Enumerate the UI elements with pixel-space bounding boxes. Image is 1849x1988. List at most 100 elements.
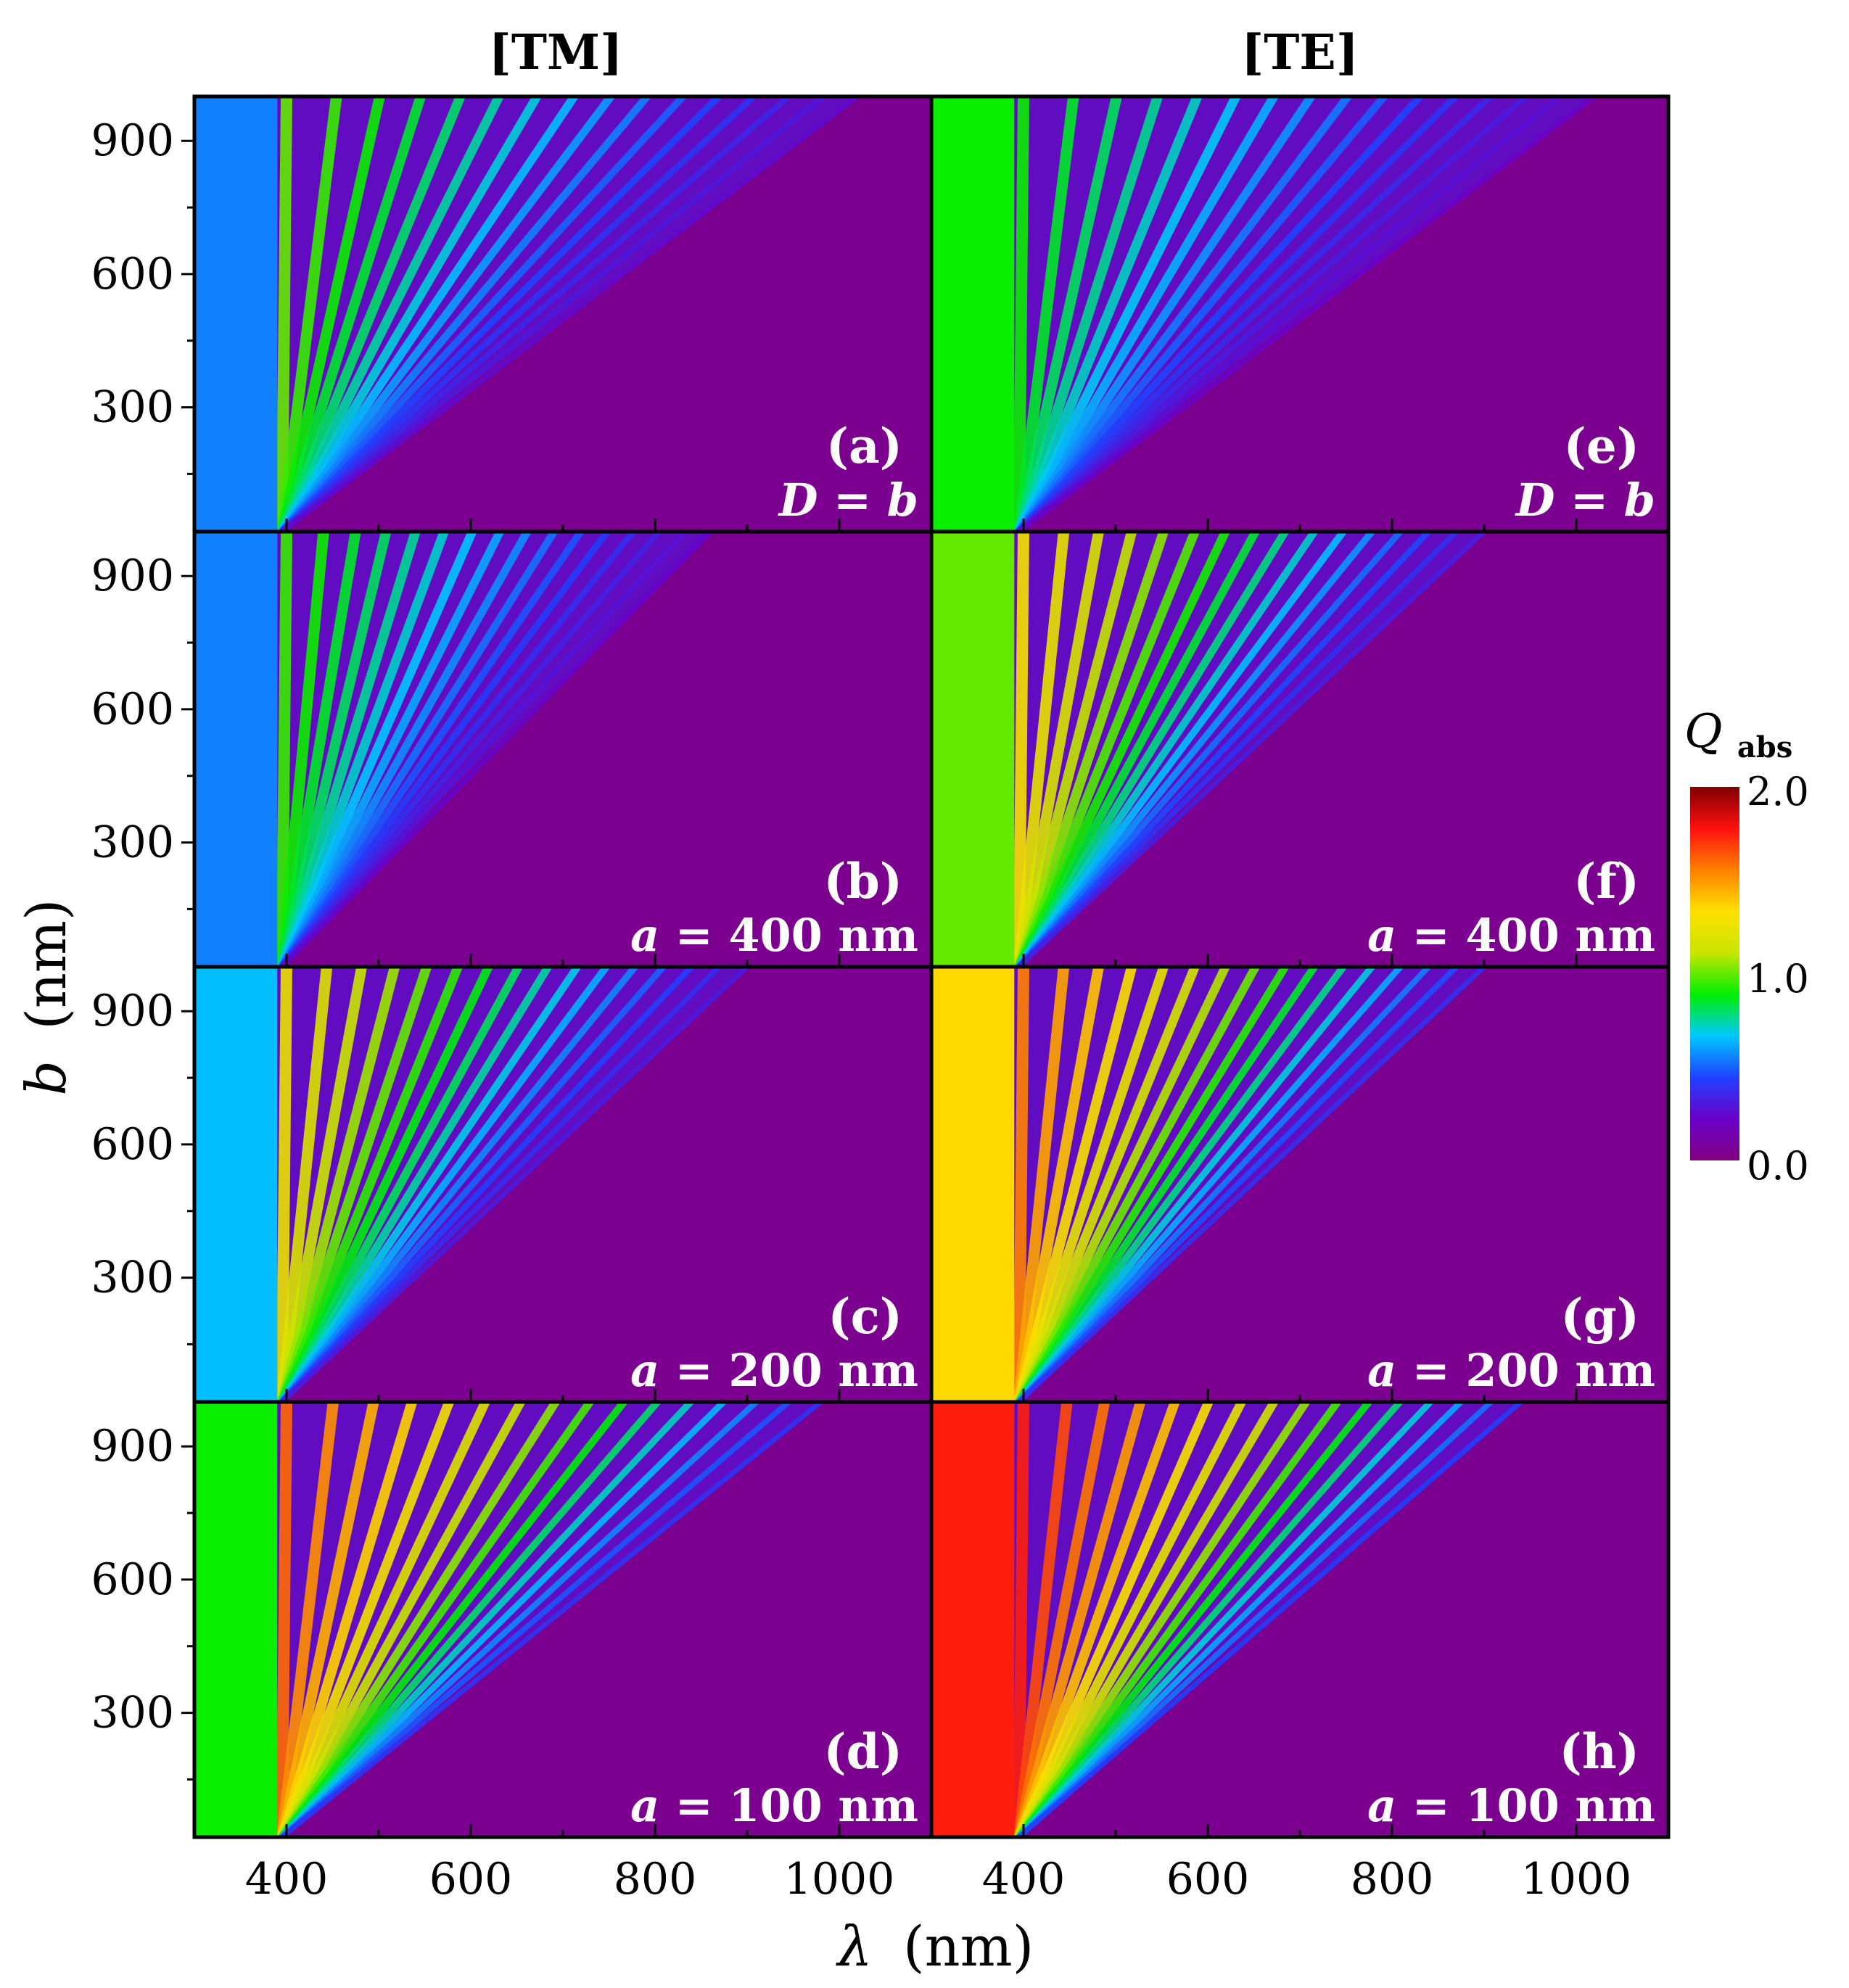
mode-line <box>1013 96 1029 532</box>
mode-line <box>1013 967 1104 1402</box>
heatmap-area <box>194 532 931 967</box>
mode-line <box>1016 96 1529 532</box>
mode-line <box>1013 532 1029 967</box>
x-tick-label: 1000 <box>784 1854 895 1905</box>
mode-line <box>276 967 432 1402</box>
mode-line <box>1016 96 1563 532</box>
mode-line <box>1014 532 1260 967</box>
heatmap-area <box>194 1402 931 1837</box>
mode-line <box>276 1402 418 1837</box>
y-axis-symbol: b <box>14 1060 78 1096</box>
panel-letter: (d) <box>823 1723 902 1780</box>
x-axis-symbol: λ <box>836 1914 873 1979</box>
mode-line <box>1016 1402 1494 1837</box>
mode-line <box>1015 96 1388 532</box>
mode-line <box>1013 967 1137 1402</box>
mode-line <box>278 967 610 1402</box>
mode-line <box>1014 1402 1279 1837</box>
mode-line <box>1013 1402 1146 1837</box>
mode-line <box>1014 96 1241 532</box>
mode-line <box>1013 532 1169 967</box>
mode-line <box>276 96 466 532</box>
mode-line <box>276 1402 379 1837</box>
mode-line <box>1015 96 1459 532</box>
mode-line <box>1013 96 1203 532</box>
mode-line <box>278 96 615 532</box>
mode-line <box>279 1402 727 1837</box>
heatmap-area <box>931 1402 1668 1837</box>
y-tick-label: 600 <box>91 1554 174 1605</box>
mode-line <box>278 1402 694 1837</box>
condition-equals: = <box>659 1779 728 1832</box>
x-tick-label: 1000 <box>1521 1854 1632 1905</box>
mode-line <box>276 967 333 1402</box>
panel-letter: (c) <box>828 1288 902 1345</box>
mode-line <box>1015 532 1290 967</box>
x-tick-label: 800 <box>1351 1854 1434 1905</box>
mode-line <box>277 1402 560 1837</box>
mode-line <box>1016 1402 1434 1837</box>
condition-value: 200 nm <box>728 1344 918 1397</box>
y-tick-label: 300 <box>91 1688 174 1739</box>
mode-line <box>1015 96 1424 532</box>
panel-condition: a = 100 nm <box>630 1779 918 1832</box>
mode-line <box>278 1402 594 1837</box>
mode-line <box>277 967 493 1402</box>
heatmap-area <box>194 96 931 532</box>
mode-line <box>1016 967 1487 1402</box>
heatmap-area <box>931 967 1668 1402</box>
y-tick-label: 900 <box>91 550 174 601</box>
y-tick-label: 600 <box>91 684 174 735</box>
mode-line <box>276 96 385 532</box>
y-axis-unit: (nm) <box>14 899 78 1029</box>
condition-equals: = <box>1396 909 1465 962</box>
y-axis-label: b (nm) <box>14 899 78 1095</box>
condition-equals: = <box>818 474 887 527</box>
mode-line <box>1016 967 1459 1402</box>
colorbar-tick-max: 2.0 <box>1747 769 1809 814</box>
mode-line <box>1015 967 1347 1402</box>
y-tick-label: 600 <box>91 1119 174 1170</box>
mode-line <box>1014 96 1279 532</box>
condition-variable: a <box>630 1779 659 1832</box>
mode-line <box>277 96 504 532</box>
col-title-te: [TE] <box>1241 24 1359 81</box>
mode-line <box>276 967 367 1402</box>
y-tick-label: 600 <box>91 249 174 300</box>
mode-line <box>1014 96 1316 532</box>
panel-condition: a = 200 nm <box>1367 1344 1655 1397</box>
mode-line <box>1015 1402 1373 1837</box>
uv-band <box>194 967 278 1402</box>
mode-line <box>279 96 792 532</box>
condition-equals: = <box>1396 1344 1465 1397</box>
mode-line <box>278 967 639 1402</box>
mode-line <box>279 967 750 1402</box>
col-title-tm: [TM] <box>489 24 623 81</box>
mode-line <box>277 96 542 532</box>
mode-line <box>278 96 722 532</box>
panel-f: (f)a = 400 nm <box>929 529 1671 969</box>
mode-line <box>1013 96 1164 532</box>
uv-band <box>194 1402 278 1837</box>
panel-e: (e)D = b <box>929 94 1671 534</box>
panel-letter: (h) <box>1560 1723 1639 1780</box>
mode-line <box>277 96 579 532</box>
mode-line <box>279 967 667 1402</box>
condition-value: 200 nm <box>1465 1344 1655 1397</box>
mode-line <box>1015 96 1352 532</box>
mode-line <box>1015 532 1319 967</box>
condition-value: 400 nm <box>1465 909 1655 962</box>
mode-line <box>1016 1402 1465 1837</box>
panel-a: 900 600 300 (a)D = b <box>91 94 934 534</box>
colorbar-tick-min: 0.0 <box>1747 1143 1809 1189</box>
mode-line <box>277 967 523 1402</box>
mode-line <box>1015 532 1376 967</box>
mode-line <box>279 967 722 1402</box>
x-tick-label: 800 <box>614 1854 697 1905</box>
mode-line <box>278 532 559 967</box>
panel-condition: a = 100 nm <box>1367 1779 1655 1832</box>
mode-line <box>1013 967 1029 1402</box>
x-tick-label: 600 <box>1166 1854 1250 1905</box>
mode-line <box>1014 532 1230 967</box>
